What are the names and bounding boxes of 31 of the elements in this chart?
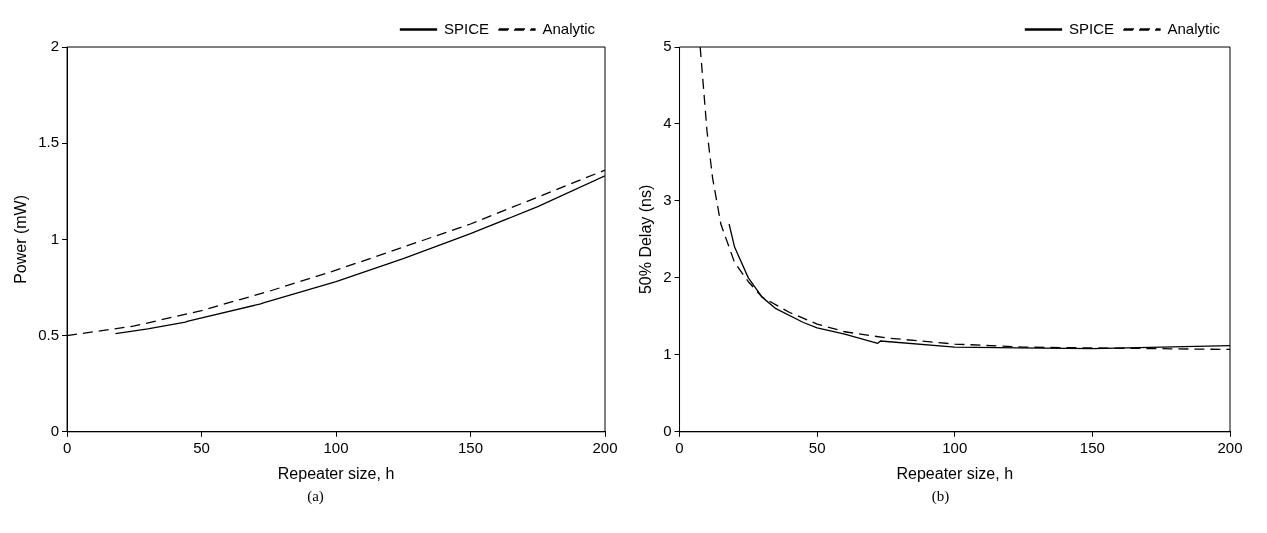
y-tick-label: 4: [663, 114, 672, 132]
x-tick-label: 100: [323, 438, 349, 456]
y-tick-label: 0: [50, 421, 60, 439]
x-tick-label: 0: [62, 438, 72, 456]
x-tick-label: 200: [592, 438, 618, 456]
x-tick-label: 150: [458, 438, 484, 456]
y-tick-label: 1: [663, 344, 672, 362]
x-tick-label: 100: [942, 438, 968, 456]
legend-label: Analytic: [1167, 19, 1221, 37]
legend-label: SPICE: [443, 19, 489, 37]
x-axis-title: Repeater size, h: [277, 464, 395, 482]
x-axis-title: Repeater size, h: [896, 464, 1014, 482]
y-axis-title: 50% Delay (ns): [637, 184, 655, 295]
y-tick-label: 2: [663, 268, 672, 286]
x-tick-label: 200: [1217, 438, 1243, 456]
legend-label: Analytic: [542, 19, 596, 37]
x-tick-label: 50: [808, 438, 826, 456]
y-tick-label: 0: [663, 421, 672, 439]
text: (b): [930, 488, 951, 505]
x-tick-label: 0: [675, 438, 684, 456]
x-tick-label: 150: [1079, 438, 1105, 456]
y-tick-label: 1.5: [38, 133, 60, 151]
y-tick-label: 0.5: [38, 325, 60, 343]
text: (a): [306, 488, 325, 505]
y-axis-title: Power (mW): [12, 194, 30, 284]
y-tick-label: 5: [663, 37, 672, 55]
y-tick-label: 3: [663, 191, 672, 209]
y-tick-label: 2: [50, 37, 60, 55]
legend-label: SPICE: [1068, 19, 1114, 37]
x-tick-label: 50: [193, 438, 210, 456]
y-tick-label: 1: [50, 229, 60, 247]
